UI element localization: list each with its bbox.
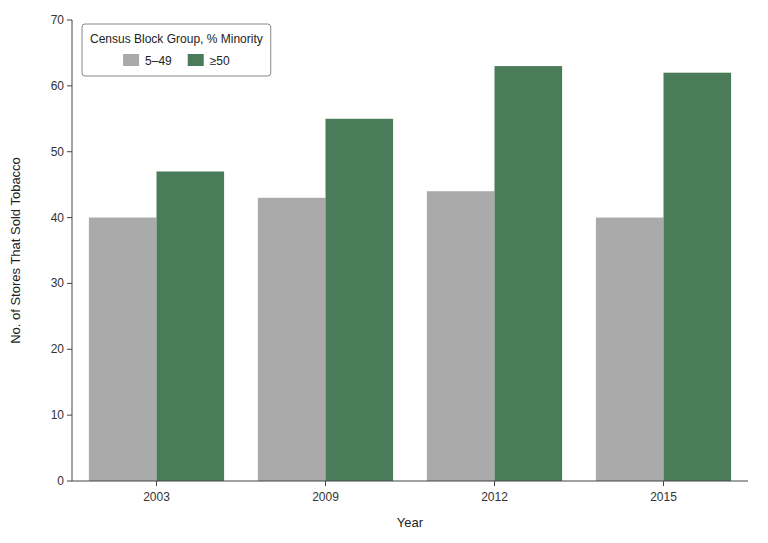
- y-tick: [67, 20, 72, 21]
- y-tick-label: 0: [57, 474, 64, 488]
- bar: [157, 171, 225, 481]
- y-tick: [67, 349, 72, 350]
- y-tick: [67, 217, 72, 218]
- legend-swatch: [188, 54, 204, 66]
- legend-swatch: [123, 54, 139, 66]
- x-tick: [325, 481, 326, 486]
- y-tick: [67, 481, 72, 482]
- x-axis-label: Year: [397, 515, 424, 530]
- x-axis: [72, 481, 748, 482]
- y-tick: [67, 283, 72, 284]
- y-tick: [67, 415, 72, 416]
- y-tick: [67, 85, 72, 86]
- x-tick-label: 2003: [143, 490, 170, 504]
- y-tick-label: 70: [51, 13, 65, 27]
- legend-title: Census Block Group, % Minority: [90, 32, 263, 46]
- bar: [596, 218, 664, 481]
- y-axis-label: No. of Stores That Sold Tobacco: [8, 157, 23, 344]
- y-tick-label: 10: [51, 408, 65, 422]
- bar: [326, 119, 394, 481]
- y-tick: [67, 151, 72, 152]
- legend-label: 5–49: [145, 54, 172, 68]
- bar: [258, 198, 326, 481]
- x-tick-label: 2015: [650, 490, 677, 504]
- x-tick: [156, 481, 157, 486]
- bar: [664, 73, 732, 481]
- legend: Census Block Group, % Minority 5–49 ≥50: [82, 24, 271, 76]
- y-tick-label: 50: [51, 145, 65, 159]
- x-tick-label: 2009: [312, 490, 339, 504]
- y-tick-label: 20: [51, 342, 65, 356]
- legend-box: [82, 24, 271, 76]
- bar: [427, 191, 495, 481]
- y-tick-label: 60: [51, 79, 65, 93]
- bar: [495, 66, 563, 481]
- bars: [89, 66, 731, 481]
- x-tick: [494, 481, 495, 486]
- x-tick-label: 2012: [481, 490, 508, 504]
- bar: [89, 218, 157, 481]
- legend-label: ≥50: [210, 54, 230, 68]
- x-tick: [663, 481, 664, 486]
- y-tick-label: 30: [51, 276, 65, 290]
- y-axis: [72, 20, 73, 481]
- chart: 0 10 20 30 40 50 60 70 2003 2009 2012 2015 Year No. o…: [0, 0, 768, 543]
- y-tick-label: 40: [51, 211, 65, 225]
